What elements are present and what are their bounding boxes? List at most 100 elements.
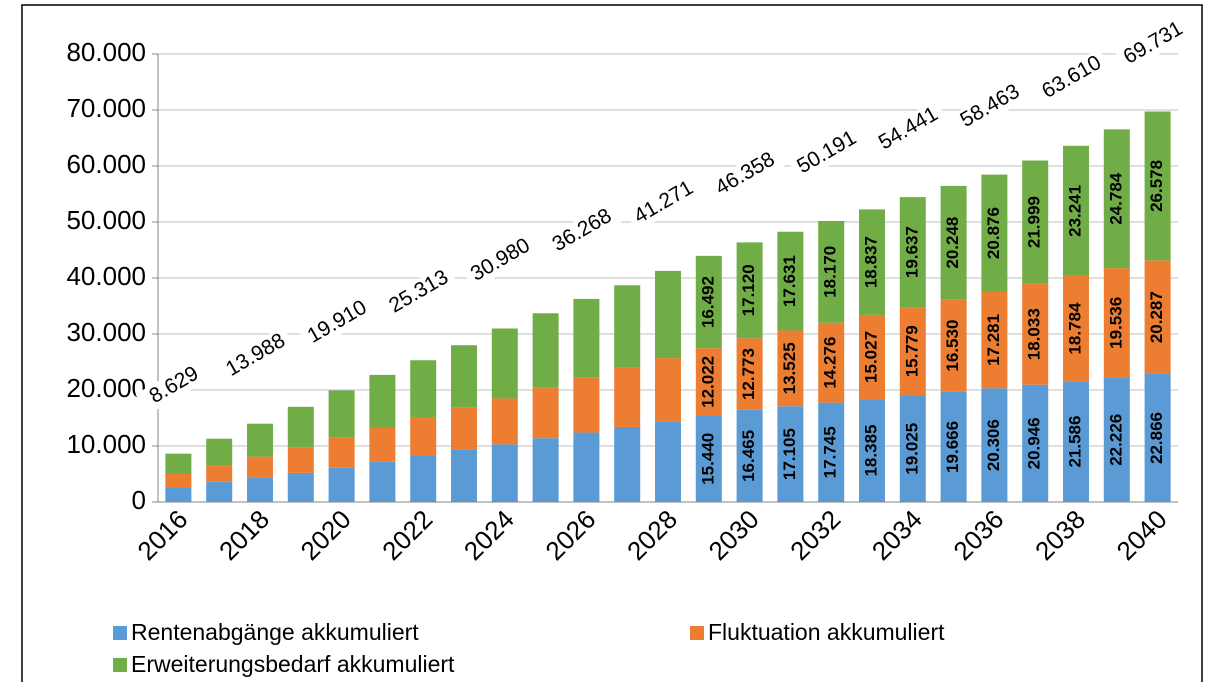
total-label-bg [1033,48,1111,108]
x-tick-label: 2032 [784,504,846,566]
bar-segment [287,447,314,473]
data-label: 12.773 [739,348,758,400]
bar-segment [247,456,273,478]
x-tick-label: 2020 [295,504,357,566]
bar-segment [899,307,926,396]
bar-segment [491,398,518,445]
total-label-group: 19.910 [298,293,377,352]
bar-segment [369,461,396,502]
bar-segment [165,488,192,502]
y-tick-label: 60.000 [66,149,146,179]
y-tick-label: 20.000 [66,373,146,403]
bar-segment [451,449,477,502]
bar-segment [1144,260,1171,374]
x-tick-label: 2018 [213,504,275,566]
bar-segment [940,185,967,300]
total-label-group: 8.629 [135,356,214,416]
data-label: 15.779 [902,325,921,377]
bar-segment [777,330,804,407]
total-label: 8.629 [145,362,202,408]
data-label: 18.170 [821,246,840,298]
bar-segment [736,338,763,410]
total-label-group: 54.441 [869,99,948,159]
bar-segment [410,360,437,418]
bar-segment [1144,373,1171,502]
bar-segment [165,453,192,474]
bar-segment [614,367,641,427]
y-tick-label: 0 [132,485,146,515]
bar-segment [573,377,600,433]
bar-segment [655,421,681,502]
bar-segment [451,407,477,450]
y-tick-label: 30.000 [66,317,146,347]
bar-segment [1063,381,1089,502]
data-label: 20.287 [1147,291,1166,343]
legend-label: Rentenabgänge akkumuliert [131,619,419,645]
total-label-bg [869,99,948,159]
x-tick-label: 2038 [1029,504,1091,566]
bar-segment [410,455,437,502]
total-label-group: 30.980 [461,231,540,290]
total-label-bg [217,326,295,386]
bar-segment [1022,283,1049,385]
bar-segment [1022,160,1049,284]
data-label: 24.784 [1106,172,1125,225]
bar-segment [532,438,559,502]
x-tick-label: 2026 [539,504,601,566]
x-tick-label: 2036 [947,504,1009,566]
data-label: 17.745 [821,426,840,478]
data-label: 20.946 [1025,417,1044,469]
bar-segment [287,406,314,448]
bar-segment [859,209,885,315]
legend-swatch [690,626,704,640]
bar-segment [695,255,722,349]
chart-border [21,4,1203,682]
total-label-bg [543,201,622,261]
bar-segment [165,474,192,488]
bar-segment [206,465,233,482]
data-label: 22.226 [1106,414,1125,466]
y-tick-label: 80.000 [66,37,146,67]
data-label: 23.241 [1065,185,1084,237]
data-label: 19.025 [902,423,921,475]
x-tick-label: 2030 [703,504,765,566]
bar-segment [451,345,477,408]
data-label: 16.465 [739,430,758,482]
data-label: 17.105 [780,428,799,480]
total-label-bg [461,231,540,290]
data-label: 14.276 [821,337,840,389]
data-label: 16.492 [698,276,717,328]
bar-segment [328,390,355,438]
total-label-bg [706,145,785,204]
x-tick-label: 2040 [1111,504,1173,566]
data-label: 17.281 [984,314,1003,366]
bar-segment [1103,129,1130,269]
total-label-bg [135,356,214,416]
y-tick-label: 70.000 [66,93,146,123]
data-label: 19.666 [943,421,962,473]
bar-segment [1022,384,1049,502]
x-tick-label: 2028 [621,504,683,566]
data-label: 20.248 [943,217,962,269]
total-label-group: 46.358 [706,145,785,204]
y-tick-label: 50.000 [66,205,146,235]
total-label-bg [1114,14,1193,73]
bar-segment [328,467,355,502]
total-label-bg [788,123,867,183]
bar-segment [940,391,967,502]
bar-segment [573,432,600,502]
bar-segment [859,314,885,400]
bar-segment [777,406,804,502]
data-label: 17.120 [739,264,758,316]
bar-segment [899,395,926,502]
total-label-group: 41.271 [625,173,703,233]
total-label-group: 50.191 [788,123,867,183]
bar-segment [981,174,1008,292]
data-label: 12.022 [698,356,717,408]
total-label-group: 58.463 [951,77,1030,136]
legend-label: Erweiterungsbedarf akkumuliert [131,651,455,677]
data-label: 13.525 [780,342,799,394]
total-label-bg [380,262,459,322]
bar-segment [818,322,845,403]
bar-segment [818,220,845,323]
